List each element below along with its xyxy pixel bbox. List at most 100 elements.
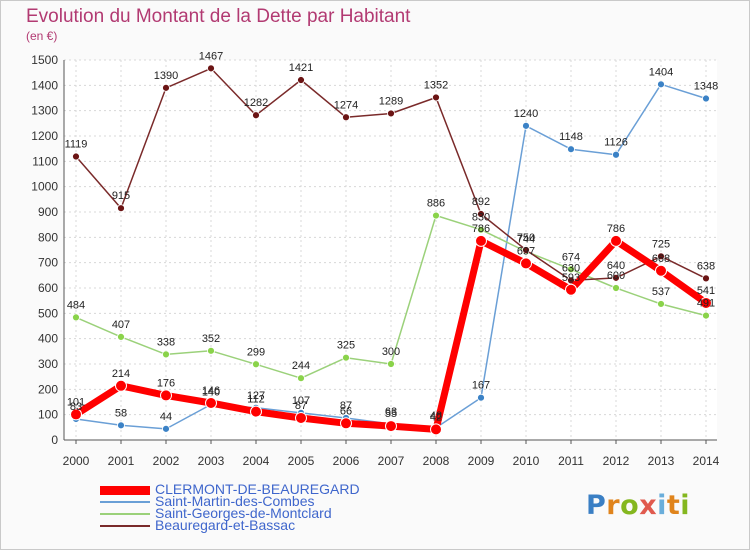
data-label: 55	[385, 408, 397, 420]
legend-swatch	[100, 501, 150, 503]
data-label: 107	[292, 395, 310, 407]
data-label: 300	[382, 346, 400, 358]
data-label: 112	[247, 394, 265, 406]
x-tick-label: 2005	[288, 454, 315, 468]
data-label: 674	[562, 251, 580, 263]
x-tick-label: 2006	[333, 454, 360, 468]
data-point	[250, 405, 262, 418]
data-point	[657, 252, 665, 261]
x-tick-label: 2009	[468, 454, 495, 468]
x-tick-label: 2008	[423, 454, 450, 468]
data-label: 87	[340, 400, 352, 412]
legend-label: Saint-Georges-de-Montclard	[155, 505, 332, 521]
data-label: 48	[430, 410, 442, 422]
data-point	[207, 64, 215, 73]
data-label: 1119	[65, 139, 88, 151]
data-label: 1126	[604, 137, 628, 149]
data-point	[612, 150, 620, 159]
data-label: 176	[157, 377, 175, 389]
data-point	[115, 379, 127, 392]
data-point	[522, 246, 530, 254]
y-tick-label: 1500	[31, 53, 58, 67]
data-label: 63	[385, 406, 397, 418]
x-tick-label: 2011	[558, 454, 584, 468]
data-label: 140	[202, 387, 220, 399]
chart-title: Evolution du Montant de la Dette par Hab…	[26, 6, 411, 27]
data-point	[702, 311, 710, 320]
data-point	[297, 374, 305, 383]
data-label: 830	[472, 212, 490, 224]
data-label: 750	[517, 232, 535, 244]
y-tick-label: 100	[38, 408, 58, 422]
data-label: 725	[652, 238, 670, 250]
data-point	[160, 389, 172, 402]
series-layer	[70, 64, 712, 436]
data-label: 83	[70, 401, 82, 413]
data-point	[432, 93, 440, 102]
data-point	[385, 420, 397, 433]
data-label: 325	[337, 340, 355, 352]
data-point	[432, 211, 440, 220]
data-point	[387, 360, 395, 368]
y-tick-label: 500	[38, 306, 58, 320]
data-point	[477, 210, 485, 218]
data-label: 44	[160, 411, 172, 423]
data-label: 58	[115, 407, 127, 419]
data-point	[430, 423, 442, 436]
data-label: 127	[247, 390, 265, 402]
data-point	[117, 204, 125, 213]
data-label: 1352	[424, 79, 448, 91]
data-label: 600	[607, 270, 625, 282]
legend-swatch	[100, 513, 150, 515]
data-point	[477, 393, 485, 402]
data-label: 537	[652, 286, 670, 298]
data-point	[295, 411, 307, 424]
x-tick-label: 2012	[603, 454, 630, 468]
data-label: 42	[430, 411, 442, 423]
y-tick-label: 300	[38, 357, 58, 371]
data-label: 352	[202, 333, 220, 345]
x-tick-label: 2010	[513, 454, 540, 468]
axis-layer: 0 100 200 300 400 500 600 700 800 900 1000 1100 1200…	[31, 53, 719, 468]
y-tick-label: 1400	[31, 78, 58, 92]
data-point	[522, 121, 530, 130]
y-tick-label: 400	[38, 332, 58, 346]
data-label: 1274	[334, 99, 358, 111]
data-point	[567, 145, 575, 154]
data-point	[342, 353, 350, 362]
data-label: 101	[67, 396, 85, 408]
y-tick-label: 1100	[32, 154, 58, 168]
data-label: 1404	[649, 66, 673, 78]
y-tick-label: 800	[38, 230, 58, 244]
data-point	[567, 265, 575, 274]
data-point	[207, 346, 215, 355]
unit-label: (en €)	[26, 29, 58, 43]
line-chart: 0 100 200 300 400 500 600 700 800 900 1000 1100 1200…	[31, 50, 719, 468]
data-point	[477, 225, 485, 234]
y-tick-label: 1200	[31, 129, 58, 143]
data-point	[117, 421, 125, 430]
y-tick-label: 600	[38, 281, 58, 295]
data-point	[252, 111, 260, 120]
data-point	[565, 283, 577, 296]
data-label: 892	[472, 196, 490, 208]
data-label: 338	[157, 336, 175, 348]
data-label: 697	[517, 245, 535, 257]
data-label: 1421	[289, 62, 313, 74]
data-label: 407	[112, 319, 130, 331]
data-point	[297, 76, 305, 84]
data-label: 786	[472, 223, 490, 235]
data-label: 214	[112, 368, 130, 380]
data-label: 87	[295, 400, 307, 412]
data-point	[702, 94, 710, 103]
data-label: 491	[697, 298, 715, 310]
legend-label: CLERMONT-DE-BEAUREGARD	[155, 481, 360, 497]
data-point	[657, 300, 665, 308]
legend-swatch	[100, 486, 150, 495]
data-label: 1348	[694, 81, 718, 93]
data-label: 1390	[154, 70, 178, 82]
x-tick-label: 2000	[63, 454, 90, 468]
data-label: 744	[517, 234, 535, 246]
data-label: 1240	[514, 108, 538, 120]
